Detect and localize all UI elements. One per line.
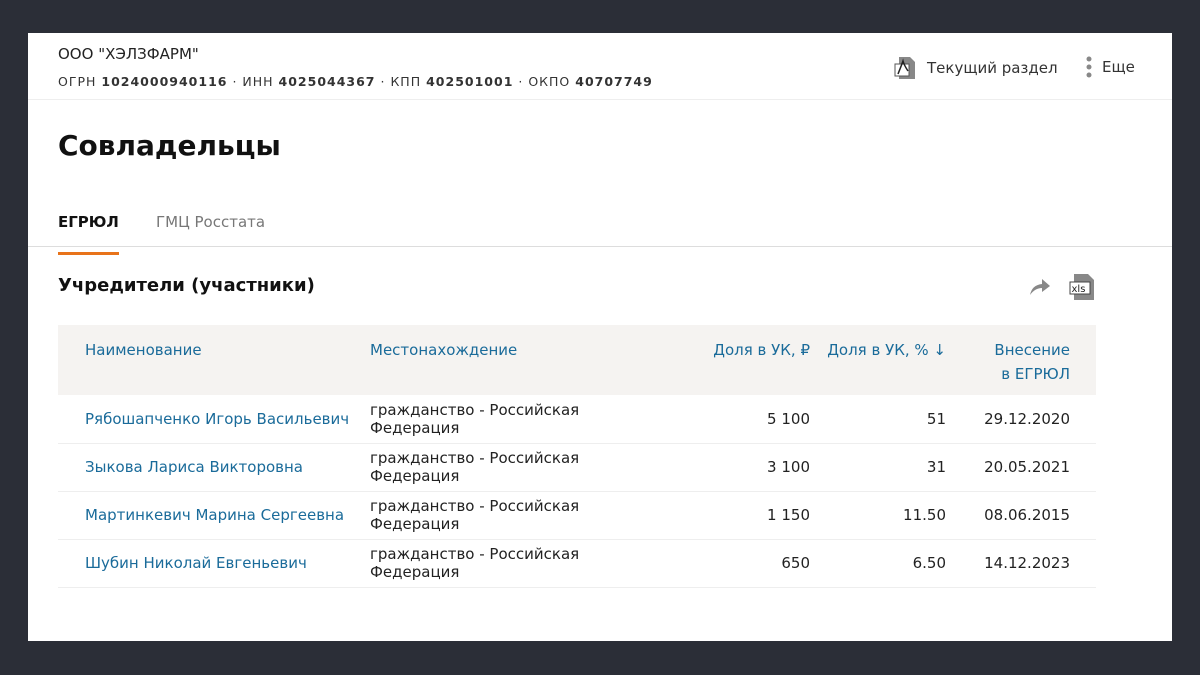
current-section-pdf-button[interactable]: Текущий раздел xyxy=(893,55,1058,81)
ogrn-value: 1024000940116 xyxy=(101,74,228,89)
col-location[interactable]: Местонахождение xyxy=(370,325,670,395)
col-share-rub[interactable]: Доля в УК, ₽ xyxy=(670,325,810,395)
founder-name-link[interactable]: Шубин Николай Евгеньевич xyxy=(58,539,370,588)
inn-label: ИНН xyxy=(242,74,274,89)
kpp-value: 402501001 xyxy=(426,74,514,89)
entry-date: 08.06.2015 xyxy=(946,491,1096,540)
col-date-line1: Внесение xyxy=(994,341,1070,359)
entry-date: 14.12.2023 xyxy=(946,539,1096,588)
kpp-label: КПП xyxy=(390,74,422,89)
share-pct: 11.50 xyxy=(810,491,946,540)
share-pct: 51 xyxy=(810,395,946,444)
tab-rosstat[interactable]: ГМЦ Росстата xyxy=(156,213,266,231)
okpo-value: 40707749 xyxy=(575,74,653,89)
share-button[interactable] xyxy=(1026,273,1052,299)
founder-name-link[interactable]: Мартинкевич Марина Сергеевна xyxy=(58,491,370,540)
section-title: Учредители (участники) xyxy=(58,275,315,296)
more-vertical-icon xyxy=(1086,56,1092,78)
share-rub: 5 100 xyxy=(670,395,810,444)
col-share-pct[interactable]: Доля в УК, % ↓ xyxy=(810,325,946,395)
founders-table: Наименование Местонахождение Доля в УК, … xyxy=(58,325,1096,588)
table-row: Зыкова Лариса Викторовна гражданство - Р… xyxy=(58,443,1096,492)
founder-location: гражданство - Российская Федерация xyxy=(370,491,670,540)
tabs: ЕГРЮЛ ГМЦ Росстата xyxy=(28,203,1172,255)
page-title: Совладельцы xyxy=(58,129,281,162)
table-row: Рябошапченко Игорь Васильевич гражданств… xyxy=(58,395,1096,444)
table-row: Шубин Николай Евгеньевич гражданство - Р… xyxy=(58,539,1096,588)
more-button[interactable]: Еще xyxy=(1084,55,1135,79)
okpo-label: ОКПО xyxy=(528,74,571,89)
export-xls-button[interactable]: xls xyxy=(1068,273,1098,301)
entry-date: 20.05.2021 xyxy=(946,443,1096,492)
more-label: Еще xyxy=(1102,58,1135,76)
col-name[interactable]: Наименование xyxy=(58,325,370,395)
company-ids: ОГРН 1024000940116 · ИНН 4025044367 · КП… xyxy=(58,74,653,89)
ogrn-label: ОГРН xyxy=(58,74,97,89)
share-icon xyxy=(1030,279,1050,295)
entry-date: 29.12.2020 xyxy=(946,395,1096,444)
company-name: ООО "ХЭЛЗФАРМ" xyxy=(58,45,199,63)
share-rub: 650 xyxy=(670,539,810,588)
founder-location: гражданство - Российская Федерация xyxy=(370,539,670,588)
inn-value: 4025044367 xyxy=(278,74,376,89)
col-date[interactable]: Внесение в ЕГРЮЛ xyxy=(946,325,1096,395)
share-rub: 3 100 xyxy=(670,443,810,492)
founder-location: гражданство - Российская Федерация xyxy=(370,443,670,492)
share-pct: 6.50 xyxy=(810,539,946,588)
xls-icon: xls xyxy=(1069,274,1094,300)
table-row: Мартинкевич Марина Сергеевна гражданство… xyxy=(58,491,1096,540)
tab-egrul[interactable]: ЕГРЮЛ xyxy=(58,213,119,255)
pdf-icon xyxy=(894,57,915,79)
current-section-label: Текущий раздел xyxy=(927,59,1058,77)
xls-label: xls xyxy=(1072,284,1086,295)
founder-location: гражданство - Российская Федерация xyxy=(370,395,670,444)
col-date-line2: в ЕГРЮЛ xyxy=(1001,365,1070,383)
founder-name-link[interactable]: Зыкова Лариса Викторовна xyxy=(58,443,370,492)
share-rub: 1 150 xyxy=(670,491,810,540)
company-header: ООО "ХЭЛЗФАРМ" ОГРН 1024000940116 · ИНН … xyxy=(28,33,1172,100)
founder-name-link[interactable]: Рябошапченко Игорь Васильевич xyxy=(58,395,370,444)
share-pct: 31 xyxy=(810,443,946,492)
company-card: ООО "ХЭЛЗФАРМ" ОГРН 1024000940116 · ИНН … xyxy=(28,33,1172,641)
